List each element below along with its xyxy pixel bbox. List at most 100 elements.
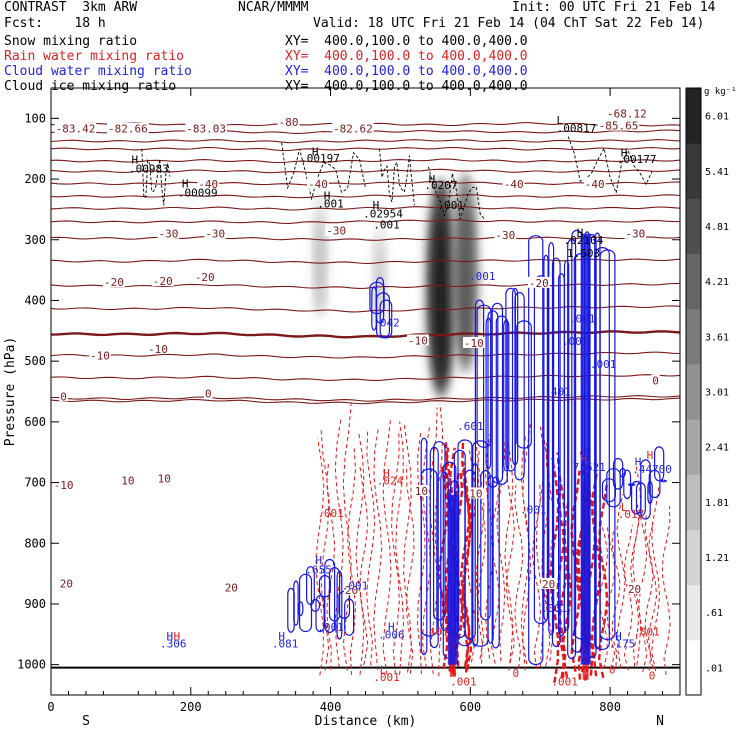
snow-core-3 [375, 238, 384, 323]
temp-label-bg-33 [223, 581, 239, 593]
extrema-label-42: H [166, 630, 173, 643]
rain-contour-0-1 [320, 429, 330, 671]
extrema-label-58: .001 [551, 676, 578, 689]
colorbar-label-4: 2.41 [705, 443, 729, 454]
temperature-label-6: -85.65 [599, 120, 639, 133]
rain-contour-0-18 [434, 404, 444, 677]
cloud-water-contour-4-14 [599, 249, 616, 641]
temperature-label-17: -20 [153, 275, 173, 288]
extrema-label-8: H [373, 199, 380, 212]
cloud-ice-contour-2 [379, 148, 415, 206]
temperature-contour-10 [51, 236, 680, 241]
cloud-water-contour-2-13 [487, 475, 494, 644]
extrema-label-57: .001 [450, 676, 477, 689]
rain-contour-1-5 [452, 471, 464, 667]
y-tick-label-7: 800 [24, 536, 46, 550]
temp-label-bg-31 [468, 487, 484, 499]
forecast-hour: Fcst: 18 h [4, 16, 106, 31]
rain-contour-3-3 [561, 500, 573, 678]
colorbar-frame [685, 87, 702, 696]
extrema-label-37: L [621, 501, 628, 514]
cloud-water-contour-2-1 [420, 468, 438, 637]
cloud-water-contour-5-12 [660, 479, 667, 483]
temperature-label-2: -83.03 [186, 123, 226, 136]
field-xy-cloud-water: XY= 400.0,100.0 to 400.0,400.0 [285, 64, 528, 79]
rain-contour-2-9 [520, 434, 530, 671]
colorbar-segment-3 [686, 474, 701, 530]
colorbar-segment-1 [686, 584, 701, 641]
temperature-label-36: 20 [628, 583, 641, 596]
temperature-label-24: 0 [60, 390, 67, 403]
temperature-label-33: 20 [225, 582, 238, 595]
colorbar-label-3: 1.81 [705, 498, 729, 509]
temperature-label-30: 10 [415, 485, 428, 498]
cloud-water-contour-5-2 [612, 457, 624, 490]
y-tick-label-8: 900 [24, 597, 46, 611]
rain-contour-2-11 [532, 483, 541, 670]
temperature-label-5: -68.12 [607, 107, 647, 120]
extrema-label-59: 0 [512, 667, 519, 680]
extrema-label-2: H [182, 177, 189, 190]
extrema-label-56: .001 [373, 671, 400, 684]
cloud-water-contour-2-9 [464, 469, 476, 640]
field-label-cloud-ice: Cloud ice mixing ratio [4, 79, 177, 94]
colorbar-segment-7 [686, 253, 701, 310]
rain-contour-4-3 [616, 494, 626, 669]
temperature-label-25: 0 [205, 387, 212, 400]
extrema-label-38: .017 [618, 508, 645, 521]
cloud-water-contour-0-12 [344, 598, 355, 636]
init-time: Init: 00 UTC Fri 21 Feb 14 [512, 0, 716, 15]
cloud-water-contour-0-6 [315, 595, 325, 633]
temp-label-bg-13 [325, 224, 348, 236]
extrema-label-49: .006 [378, 628, 405, 641]
temp-label-bg-29 [156, 472, 172, 484]
temp-label-bg-28 [120, 474, 136, 486]
extrema-label-15: .00817 [557, 122, 597, 135]
temp-label-bg-34 [343, 583, 360, 595]
x-tick-label-0: 0 [47, 700, 54, 714]
colorbar-label-6: 3.61 [705, 332, 729, 343]
field-xy-snow: XY= 400.0,100.0 to 400.0,400.0 [285, 34, 528, 49]
extrema-label-60: 0 [609, 664, 616, 677]
temp-label-bg-25 [203, 387, 213, 399]
snow-core-0 [315, 215, 325, 314]
cloud-water-contour-2-3 [433, 441, 446, 621]
extrema-label-1: .00983 [129, 163, 169, 176]
rain-contour-4-8 [644, 515, 654, 671]
cloud-water-contour-4-3 [548, 242, 555, 636]
temp-label-bg-9 [502, 177, 525, 189]
extrema-label-45: H [278, 630, 285, 643]
extrema-label-48: H [388, 620, 395, 633]
temp-label-bg-1 [107, 122, 149, 134]
colorbar-label-1: .61 [705, 608, 723, 619]
cloud-water-contour-5-9 [647, 480, 653, 504]
temperature-label-31: 10 [469, 487, 482, 500]
left-title: CONTRAST 3km ARW [4, 0, 138, 15]
temperature-contour-9 [51, 219, 680, 224]
extrema-label-25: .001 [590, 358, 617, 371]
cloud-ice-contour-3 [427, 166, 485, 220]
colorbar-segment-10 [686, 88, 701, 144]
extrema-label-40: .655 [305, 563, 332, 576]
temperature-label-14: -30 [495, 229, 515, 242]
temperature-label-20: -10 [90, 350, 110, 363]
extrema-label-51: .001 [541, 602, 568, 615]
extrema-label-21: .001 [469, 270, 496, 283]
extrema-label-32: .44700 [632, 463, 672, 476]
temp-label-bg-19 [527, 276, 550, 288]
temperature-label-22: -10 [408, 335, 428, 348]
temp-label-bg-8 [307, 177, 329, 189]
rain-contour-2-8 [514, 485, 524, 668]
rain-contour-1-6 [459, 483, 471, 667]
field-xy-rain: XY= 400.0,100.0 to 400.0,400.0 [285, 49, 528, 64]
colorbar-segment-6 [686, 308, 701, 365]
temp-label-bg-23 [462, 336, 485, 348]
colorbar-label-0: .01 [705, 663, 723, 674]
extrema-label-31: H [635, 455, 642, 468]
extrema-label-41: .001 [342, 580, 369, 593]
extrema-label-14: L [556, 114, 563, 127]
extrema-label-46: .081 [272, 637, 299, 650]
cloud-water-core-0 [447, 494, 458, 665]
temp-label-bg-35 [541, 577, 557, 589]
cloud-water-contour-0-1 [293, 580, 299, 626]
